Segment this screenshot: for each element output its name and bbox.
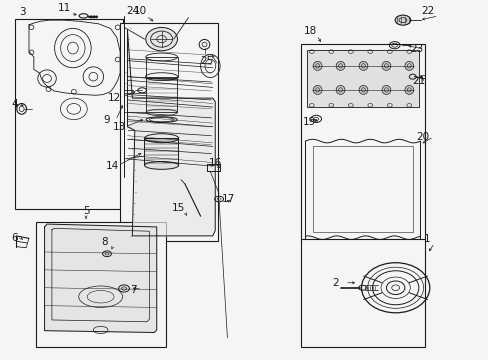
Text: 5: 5 — [82, 206, 89, 216]
Ellipse shape — [145, 27, 177, 51]
Text: 16: 16 — [208, 158, 221, 168]
Text: 17: 17 — [222, 194, 235, 204]
Text: 4: 4 — [11, 99, 18, 108]
Ellipse shape — [381, 62, 390, 70]
Bar — [120, 23, 217, 241]
Ellipse shape — [394, 15, 410, 25]
Bar — [312, 147, 412, 232]
Polygon shape — [127, 30, 215, 236]
Ellipse shape — [313, 85, 322, 94]
Text: 19: 19 — [303, 117, 316, 127]
Text: 20: 20 — [416, 132, 429, 143]
Text: 25: 25 — [200, 56, 213, 66]
Polygon shape — [306, 50, 418, 107]
Text: 10: 10 — [133, 6, 146, 16]
Text: 9: 9 — [103, 115, 109, 125]
Ellipse shape — [404, 62, 413, 70]
Bar — [300, 45, 424, 241]
Text: 23: 23 — [409, 44, 423, 54]
Bar — [306, 50, 418, 107]
Bar — [144, 138, 178, 165]
Ellipse shape — [335, 62, 344, 70]
Text: 24: 24 — [126, 6, 140, 16]
Text: 21: 21 — [412, 76, 425, 86]
Text: 13: 13 — [113, 122, 126, 132]
Text: 6: 6 — [11, 233, 18, 243]
Ellipse shape — [404, 85, 413, 94]
Text: 22: 22 — [420, 6, 433, 16]
Text: 2: 2 — [331, 279, 338, 288]
Ellipse shape — [358, 62, 367, 70]
Bar — [15, 19, 122, 209]
Text: 18: 18 — [304, 26, 317, 36]
Ellipse shape — [144, 162, 178, 169]
Text: 15: 15 — [172, 203, 185, 213]
Bar — [36, 221, 165, 347]
Bar — [145, 57, 177, 77]
Ellipse shape — [335, 85, 344, 94]
Bar — [300, 239, 424, 347]
Ellipse shape — [358, 85, 367, 94]
Text: 7: 7 — [130, 285, 136, 295]
Text: 1: 1 — [423, 234, 430, 244]
Text: 12: 12 — [108, 93, 121, 103]
Ellipse shape — [313, 62, 322, 70]
Polygon shape — [44, 224, 157, 333]
Bar — [146, 78, 177, 112]
Ellipse shape — [381, 85, 390, 94]
Text: 11: 11 — [58, 3, 71, 13]
Text: 8: 8 — [101, 237, 107, 247]
Text: 14: 14 — [105, 161, 119, 171]
Text: 3: 3 — [19, 6, 25, 17]
